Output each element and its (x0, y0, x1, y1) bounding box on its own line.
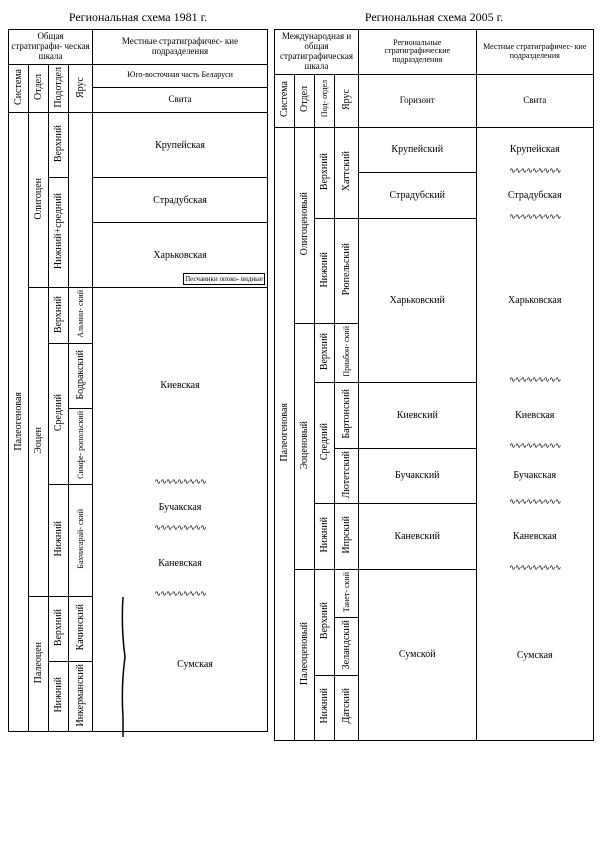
hdr-region: Юго-восточная часть Беларуси (93, 64, 268, 87)
hdr-general-r: Международная и общая стратиграфическая … (275, 30, 359, 75)
cell-lower-r2: Нижний (315, 504, 335, 570)
cell-paleocene-r: Палеоценовый (295, 570, 315, 741)
stage-lutet: Лютетский (335, 448, 359, 503)
stage-kachin: Качинский (69, 596, 93, 661)
hdr-local-r: Местные стратиграфичес- кие подразделени… (476, 30, 594, 75)
cell-lower-r: Нижний (315, 219, 335, 324)
hor-kharkov: Харьковский (359, 219, 477, 383)
cell-middle: Средний (49, 344, 69, 485)
cell-stage-blank (69, 113, 93, 288)
hor-kiev: Киевский (359, 382, 477, 448)
suite-stradub: Страдубская (93, 178, 268, 223)
hdr-system: Система (9, 64, 29, 113)
suite-kharkov-r: Харьковская (476, 219, 594, 383)
cell-upper2: Верхний (49, 288, 69, 344)
hor-sum: Сумской (359, 570, 477, 741)
hor-buchak: Бучакский (359, 448, 477, 503)
suite-krupey: Крупейская (93, 113, 268, 178)
hdr-stage: Ярус (69, 64, 93, 113)
suite-buchak-r: Бучакская (476, 448, 594, 503)
suite-kharkov: ХарьковскаяПесчаники опоко- видные (93, 223, 268, 288)
hdr-suite-r: Свита (476, 74, 594, 127)
hdr-sub: Подотдел (49, 64, 69, 113)
stage-ypres: Ипрский (335, 504, 359, 570)
stage-khatt: Хаттский (335, 127, 359, 219)
stage-bakhchi: Бахчисарай- ский (69, 484, 93, 596)
left-table: Общая стратиграфи- ческая шкала Местные … (8, 29, 268, 732)
suite-kiev: Киевская (93, 288, 268, 485)
stage-simfer: Симфе- ропольский (69, 409, 93, 485)
cell-system-r: Палеогеновая (275, 127, 295, 740)
hdr-stage-r: Ярус (335, 74, 359, 127)
suite-kiev-r: Киевская (476, 382, 594, 448)
stage-almin: Альмин- ский (69, 288, 93, 344)
stage-bodrak: Бодракский (69, 344, 93, 409)
hdr-local: Местные стратиграфичес- кие подразделени… (93, 30, 268, 65)
stage-priabon: Приабон- ский (335, 324, 359, 383)
hdr-horizon: Горизонт (359, 74, 477, 127)
left-scheme: Региональная схема 1981 г. Общая стратиг… (8, 8, 268, 741)
stage-inkerman: Инкерманский (69, 661, 93, 732)
stage-rupel: Рюпельский (335, 219, 359, 324)
right-title: Региональная схема 2005 г. (274, 8, 594, 29)
lens-note: Песчаники опоко- видные (183, 273, 265, 285)
cell-lower-mid: Нижний+средний (49, 178, 69, 288)
left-title: Региональная схема 1981 г. (8, 8, 268, 29)
hdr-regional: Региональные стратиграфические подраздел… (359, 30, 477, 75)
hdr-general: Общая стратиграфи- ческая шкала (9, 30, 93, 65)
hor-stradub: Страдубский (359, 173, 477, 219)
suite-kanev-r: Каневская (476, 504, 594, 570)
cell-oligocene-r: Олигоценовый (295, 127, 315, 324)
suite-krupey-r: Крупейская (476, 127, 594, 173)
cell-upper-r3: Верхний (315, 570, 335, 676)
cell-oligocene: Олигоцен (29, 113, 49, 288)
hdr-system-r: Система (275, 74, 295, 127)
cell-upper: Верхний (49, 113, 69, 178)
cell-middle-r: Средний (315, 382, 335, 503)
suite-sum-r: Сумская (476, 570, 594, 741)
hor-kanev: Каневский (359, 504, 477, 570)
suite-sum: Сумская (93, 596, 268, 732)
cell-paleocene: Палеоцен (29, 596, 49, 732)
cell-system: Палеогеновая (9, 113, 29, 732)
cell-upper-r2: Верхний (315, 324, 335, 383)
cell-upper-r: Верхний (315, 127, 335, 219)
cell-lower2: Нижний (49, 484, 69, 596)
stage-thanet: Танет- ский (335, 570, 359, 618)
hdr-dept-r: Отдел (295, 74, 315, 127)
cell-upper3: Верхний (49, 596, 69, 661)
hdr-suite: Свита (93, 88, 268, 113)
hdr-dept: Отдел (29, 64, 49, 113)
suite-stradub-r: Страдубская (476, 173, 594, 219)
cell-lower3: Нижний (49, 661, 69, 732)
stage-zeland: Зеландский (335, 618, 359, 675)
suite-kanev: Каневская (93, 530, 268, 596)
cell-eocene-r: Эоценовый (295, 324, 315, 570)
stage-dat: Датский (335, 675, 359, 740)
hdr-sub-r: Под- отдел (315, 74, 335, 127)
cell-lower-r3: Нижний (315, 675, 335, 740)
stage-barton: Бартонский (335, 382, 359, 448)
cell-eocene: Эоцен (29, 288, 49, 597)
suite-buchak: Бучакская (93, 484, 268, 530)
hor-krupey: Крупейский (359, 127, 477, 173)
container: Региональная схема 1981 г. Общая стратиг… (8, 8, 596, 741)
right-scheme: Региональная схема 2005 г. Международная… (274, 8, 594, 741)
right-table: Международная и общая стратиграфическая … (274, 29, 594, 741)
